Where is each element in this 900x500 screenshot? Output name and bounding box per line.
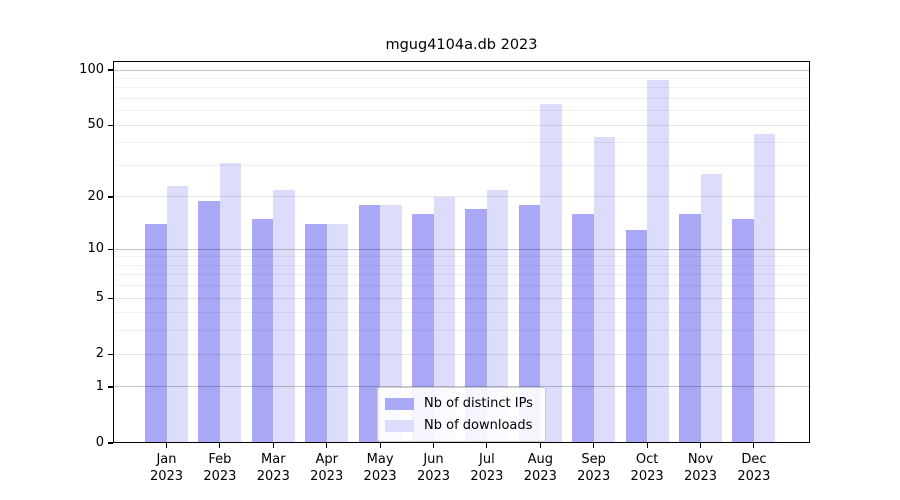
- x-tick-year-oct: 2023: [630, 468, 664, 484]
- x-tick-year-apr: 2023: [310, 468, 344, 484]
- plot-area: Nb of distinct IPs Nb of downloads: [113, 61, 810, 443]
- bar-distinct-ips-mar: [251, 218, 274, 443]
- x-tick-dec: [753, 443, 755, 448]
- bar-distinct-ips-may: [358, 205, 381, 443]
- x-tick-month-may: May: [366, 452, 394, 467]
- bar-downloads-nov: [700, 173, 722, 443]
- bar-distinct-ips-dec: [732, 218, 754, 443]
- x-tick-label-jun: Jun 2023: [406, 452, 462, 485]
- x-tick-label-oct: Oct 2023: [619, 452, 675, 485]
- bar-distinct-ips-aug: [518, 205, 541, 443]
- y-tick-label-50: 50: [87, 117, 104, 133]
- bar-distinct-ips-jan: [145, 224, 167, 443]
- x-tick-nov: [699, 443, 702, 448]
- x-tick-apr: [326, 443, 328, 448]
- x-tick-jul: [486, 443, 488, 448]
- bar-downloads-apr: [326, 224, 349, 443]
- legend-entry-downloads: Nb of downloads: [385, 416, 533, 435]
- x-tick-month-apr: Apr: [315, 452, 338, 467]
- bar-distinct-ips-feb: [198, 200, 220, 443]
- bar-downloads-jan: [166, 186, 188, 443]
- bar-downloads-jul: [486, 189, 509, 443]
- bar-distinct-ips-jul: [465, 209, 487, 443]
- x-tick-year-feb: 2023: [203, 468, 237, 484]
- x-tick-jan: [165, 443, 168, 448]
- y-tick-label-5: 5: [95, 290, 104, 306]
- y-tick-20: [108, 196, 113, 198]
- x-tick-year-jul: 2023: [470, 468, 504, 484]
- x-tick-label-sep: Sep 2023: [566, 452, 622, 485]
- y-tick-label-100: 100: [79, 62, 104, 77]
- x-tick-year-mar: 2023: [256, 468, 290, 484]
- x-tick-oct: [646, 443, 648, 448]
- bar-distinct-ips-apr: [305, 224, 327, 443]
- x-tick-label-jan: Jan 2023: [139, 452, 195, 485]
- bar-downloads-aug: [540, 104, 562, 443]
- bar-downloads-sep: [593, 137, 616, 443]
- legend: Nb of distinct IPs Nb of downloads: [377, 387, 546, 442]
- x-tick-label-nov: Nov 2023: [673, 452, 729, 485]
- x-tick-jun: [432, 443, 435, 448]
- x-tick-month-aug: Aug: [527, 452, 553, 467]
- x-tick-aug: [539, 443, 541, 448]
- bar-downloads-jun: [433, 196, 455, 443]
- x-tick-label-aug: Aug 2023: [512, 452, 568, 485]
- y-tick-label-1: 1: [95, 378, 104, 394]
- x-tick-label-may: May 2023: [352, 452, 408, 485]
- chart-title: mgug4104a.db 2023: [385, 37, 538, 53]
- y-tick-50: [108, 124, 113, 126]
- x-tick-year-dec: 2023: [737, 468, 771, 484]
- y-tick-label-2: 2: [95, 346, 104, 362]
- x-tick-year-aug: 2023: [523, 468, 557, 484]
- x-tick-sep: [593, 443, 595, 448]
- x-tick-label-apr: Apr 2023: [299, 452, 355, 485]
- x-tick-month-sep: Sep: [581, 452, 606, 467]
- bar-downloads-may: [380, 205, 402, 443]
- bar-downloads-mar: [273, 189, 295, 443]
- x-tick-year-jan: 2023: [149, 468, 184, 484]
- legend-label-distinct-ips: Nb of distinct IPs: [424, 396, 533, 411]
- bar-distinct-ips-sep: [572, 214, 594, 443]
- x-tick-month-oct: Oct: [635, 452, 659, 467]
- y-tick-0: [108, 442, 113, 444]
- bar-distinct-ips-oct: [625, 229, 648, 443]
- y-tick-5: [108, 297, 113, 299]
- x-tick-month-dec: Dec: [741, 452, 767, 467]
- y-tick-100: [108, 69, 113, 71]
- legend-entry-distinct-ips: Nb of distinct IPs: [385, 394, 533, 413]
- bar-distinct-ips-jun: [412, 214, 434, 443]
- x-tick-year-may: 2023: [363, 468, 397, 484]
- bar-distinct-ips-nov: [679, 214, 701, 443]
- x-tick-year-sep: 2023: [577, 468, 611, 484]
- y-tick-label-10: 10: [87, 241, 104, 257]
- x-tick-year-jun: 2023: [416, 468, 451, 484]
- x-tick-month-jul: Jul: [479, 452, 495, 467]
- x-tick-year-nov: 2023: [683, 468, 718, 484]
- x-tick-label-feb: Feb 2023: [192, 452, 248, 485]
- x-tick-month-mar: Mar: [261, 452, 286, 467]
- bars-layer: [113, 61, 810, 443]
- x-tick-month-jan: Jan: [156, 452, 177, 467]
- bar-downloads-dec: [753, 133, 776, 443]
- legend-swatch-downloads: [385, 419, 414, 432]
- x-tick-month-nov: Nov: [687, 452, 714, 467]
- x-tick-may: [379, 443, 381, 448]
- x-tick-month-feb: Feb: [208, 452, 232, 467]
- x-tick-month-jun: Jun: [423, 452, 444, 467]
- x-tick-label-mar: Mar 2023: [245, 452, 301, 485]
- x-tick-label-dec: Dec 2023: [726, 452, 782, 485]
- bar-downloads-feb: [219, 162, 242, 443]
- x-tick-mar: [272, 443, 274, 448]
- legend-label-downloads: Nb of downloads: [424, 418, 533, 433]
- x-tick-label-jul: Jul 2023: [459, 452, 515, 485]
- legend-swatch-distinct-ips: [385, 397, 414, 410]
- y-tick-2: [108, 353, 113, 355]
- y-tick-label-20: 20: [87, 188, 104, 204]
- y-tick-label-0: 0: [95, 435, 104, 450]
- bar-downloads-oct: [647, 80, 669, 443]
- x-tick-feb: [219, 443, 221, 448]
- y-tick-1: [108, 386, 113, 388]
- y-tick-10: [108, 248, 113, 250]
